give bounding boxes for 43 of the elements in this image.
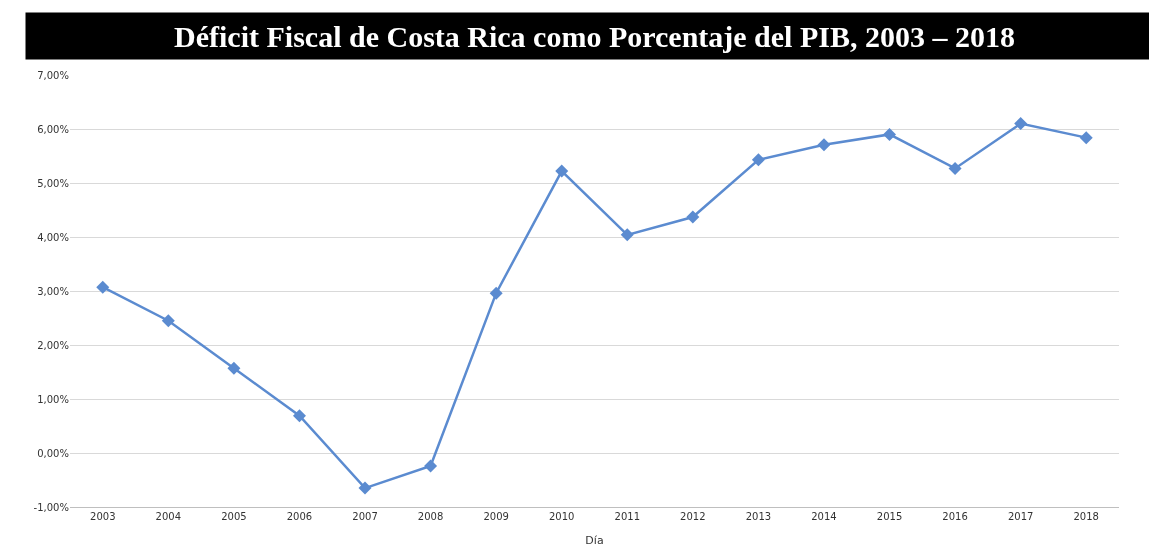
point <box>620 228 634 242</box>
y-tick-label: -1,00% <box>33 501 69 513</box>
x-tick-label: 2004 <box>155 511 182 522</box>
x-tick-label: 2006 <box>286 511 313 522</box>
y-tick-label: 6,00% <box>37 123 69 135</box>
y-tick-label: 5,00% <box>37 177 69 189</box>
point <box>686 210 700 224</box>
point <box>292 409 306 423</box>
x-tick-label: 2007 <box>352 511 378 522</box>
point <box>161 314 175 328</box>
x-tick-label: 2005 <box>221 511 247 522</box>
point <box>1079 131 1093 145</box>
point <box>883 127 897 141</box>
point <box>489 286 503 300</box>
x-tick-label: 2016 <box>942 511 968 522</box>
y-tick-label: 7,00% <box>37 69 69 81</box>
point <box>817 138 831 152</box>
y-tick-label: 2,00% <box>37 339 69 351</box>
y-tick-label: 3,00% <box>37 285 69 297</box>
x-tick-label: 2013 <box>745 511 772 522</box>
point <box>948 161 962 175</box>
x-tick-label: 2009 <box>483 511 509 522</box>
y-tick-label: 4,00% <box>37 231 69 243</box>
point <box>1014 117 1028 131</box>
point <box>227 361 241 375</box>
y-tick-label: 0,00% <box>37 447 69 459</box>
point <box>424 459 438 473</box>
chart-title: Déficit Fiscal de Costa Rica como Porcentaje del PIB, 2003 – 2018 <box>174 19 1015 53</box>
x-tick-label: 2008 <box>417 511 444 522</box>
y-tick-label: 1,00% <box>37 393 69 405</box>
x-tick-label: 2011 <box>614 511 641 522</box>
point <box>96 280 110 294</box>
point <box>358 481 372 495</box>
point <box>751 153 765 167</box>
x-tick-label: 2017 <box>1007 511 1034 522</box>
x-tick-label: 2003 <box>90 511 116 522</box>
point <box>555 164 569 178</box>
x-tick-label: 2012 <box>680 511 706 522</box>
x-tick-label: 2014 <box>811 511 837 522</box>
x-tick-label: 2015 <box>876 511 903 522</box>
x-tick-label: 2018 <box>1073 511 1099 522</box>
x-tick-label: 2010 <box>548 511 575 522</box>
x-axis-title: Día <box>585 534 604 548</box>
